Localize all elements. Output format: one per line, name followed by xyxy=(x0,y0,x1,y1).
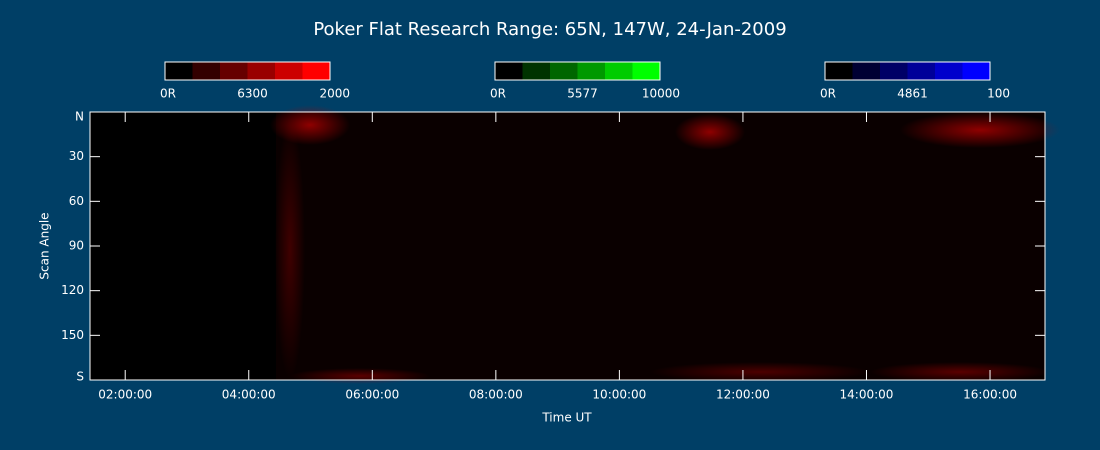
y-tick-label: 90 xyxy=(69,239,84,253)
colorbar-swatch xyxy=(907,62,935,80)
y-tick-label: N xyxy=(75,110,84,124)
colorbar-swatch xyxy=(550,62,578,80)
keogram-image xyxy=(90,105,1060,384)
colorbar-frame xyxy=(824,61,991,81)
x-tick-label: 10:00:00 xyxy=(592,388,646,402)
colorbar-swatch xyxy=(935,62,963,80)
colorbar-swatch xyxy=(852,62,880,80)
x-axis-label: Time UT xyxy=(541,411,592,425)
x-tick-label: 06:00:00 xyxy=(345,388,399,402)
colorbar-label: 0R xyxy=(160,87,176,101)
colorbar-swatch xyxy=(880,62,908,80)
colorbar-swatch xyxy=(247,62,275,80)
colorbar-swatch xyxy=(275,62,303,80)
chart-title: Poker Flat Research Range: 65N, 147W, 24… xyxy=(313,19,786,40)
x-tick-label: 14:00:00 xyxy=(840,388,894,402)
colorbar-frame xyxy=(494,61,661,81)
colorbar-swatch xyxy=(962,62,990,80)
y-tick-label: S xyxy=(76,370,84,384)
x-tick-label: 02:00:00 xyxy=(98,388,152,402)
colorbar-label: 10000 xyxy=(642,87,680,101)
colorbar-label: 5577 xyxy=(567,87,598,101)
y-tick-label: 30 xyxy=(69,149,84,163)
colorbar-swatch xyxy=(605,62,633,80)
colorbar-label: 2000 xyxy=(319,87,350,101)
colorbar-swatch xyxy=(632,62,660,80)
y-tick-label: 150 xyxy=(61,328,84,342)
colorbar-swatch xyxy=(522,62,550,80)
colorbar-label: 0R xyxy=(820,87,836,101)
colorbar-swatch xyxy=(192,62,220,80)
colorbar-swatch xyxy=(577,62,605,80)
colorbar-label: 100 xyxy=(987,87,1010,101)
y-tick-label: 120 xyxy=(61,283,84,297)
colorbar-swatch xyxy=(165,62,193,80)
colorbar-swatch xyxy=(495,62,523,80)
colorbar-label: 4861 xyxy=(897,87,928,101)
x-tick-label: 12:00:00 xyxy=(716,388,770,402)
x-tick-label: 04:00:00 xyxy=(222,388,276,402)
colorbar-frame xyxy=(164,61,331,81)
colorbar-swatch xyxy=(825,62,853,80)
colorbar-label: 0R xyxy=(490,87,506,101)
colorbar-swatch xyxy=(302,62,330,80)
colorbar-label: 6300 xyxy=(237,87,268,101)
x-tick-label: 16:00:00 xyxy=(963,388,1017,402)
colorbar-swatch xyxy=(220,62,248,80)
x-tick-label: 08:00:00 xyxy=(469,388,523,402)
y-tick-label: 60 xyxy=(69,194,84,208)
y-axis-label: Scan Angle xyxy=(38,212,52,279)
